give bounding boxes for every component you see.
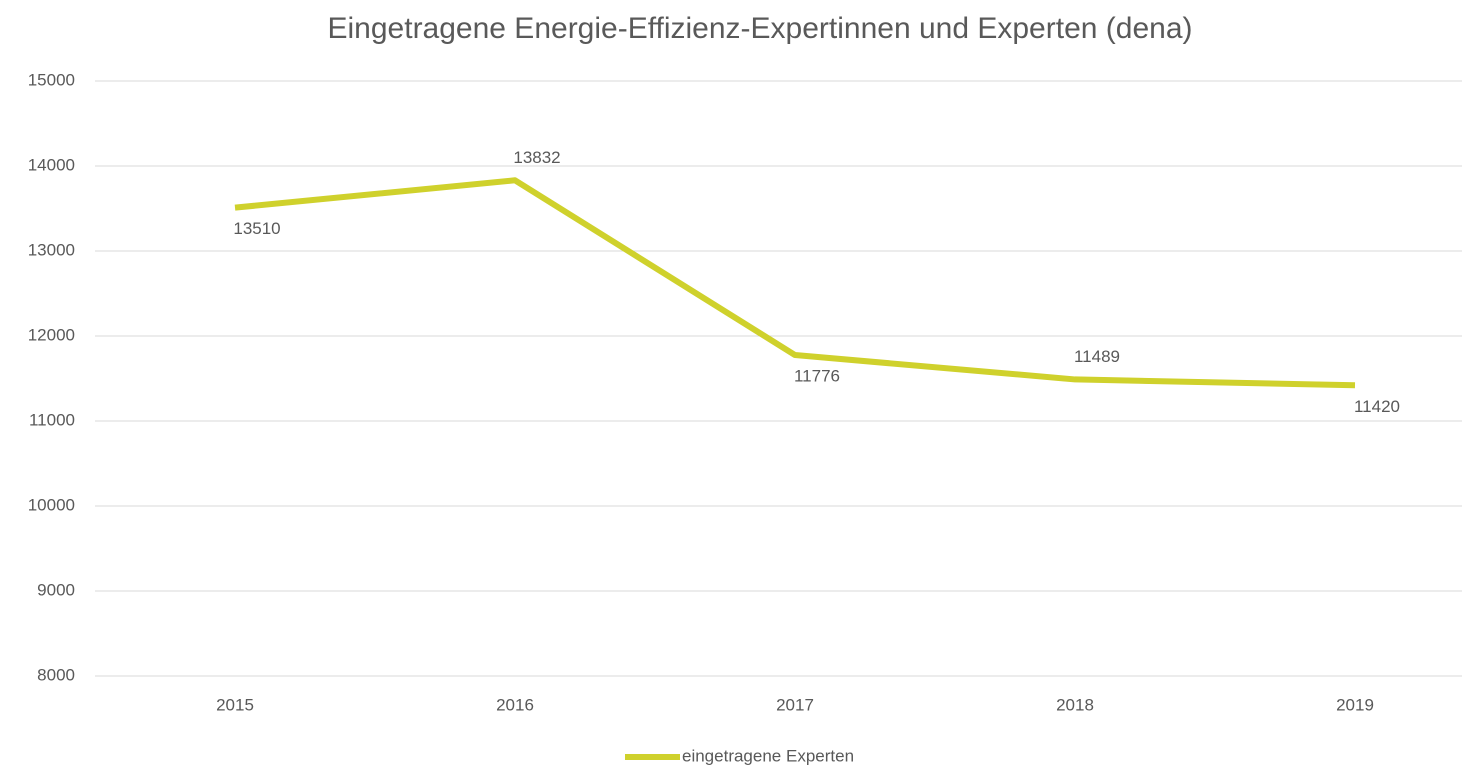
data-line	[234, 177, 1356, 389]
x-tick-label: 2019	[1336, 695, 1374, 714]
data-label: 11489	[1074, 347, 1120, 366]
y-tick-label: 8000	[37, 665, 75, 684]
data-label: 13832	[513, 148, 560, 167]
y-tick-label: 10000	[28, 495, 75, 514]
y-tick-label: 15000	[28, 70, 75, 89]
data-label: 11776	[794, 367, 840, 386]
legend-label: eingetragene Experten	[682, 746, 854, 765]
y-tick-label: 9000	[37, 580, 75, 599]
y-tick-label: 12000	[28, 325, 75, 344]
y-tick-label: 11000	[29, 410, 75, 429]
chart-title: Eingetragene Energie-Effizienz-Expertinn…	[328, 12, 1193, 45]
y-tick-label: 13000	[28, 240, 75, 259]
x-tick-label: 2016	[496, 695, 534, 714]
x-tick-label: 2015	[216, 695, 254, 714]
x-tick-label: 2017	[776, 695, 814, 714]
data-label: 11420	[1354, 397, 1400, 416]
x-tick-label: 2018	[1056, 695, 1094, 714]
y-tick-label: 14000	[28, 155, 75, 174]
data-label: 13510	[233, 219, 280, 238]
